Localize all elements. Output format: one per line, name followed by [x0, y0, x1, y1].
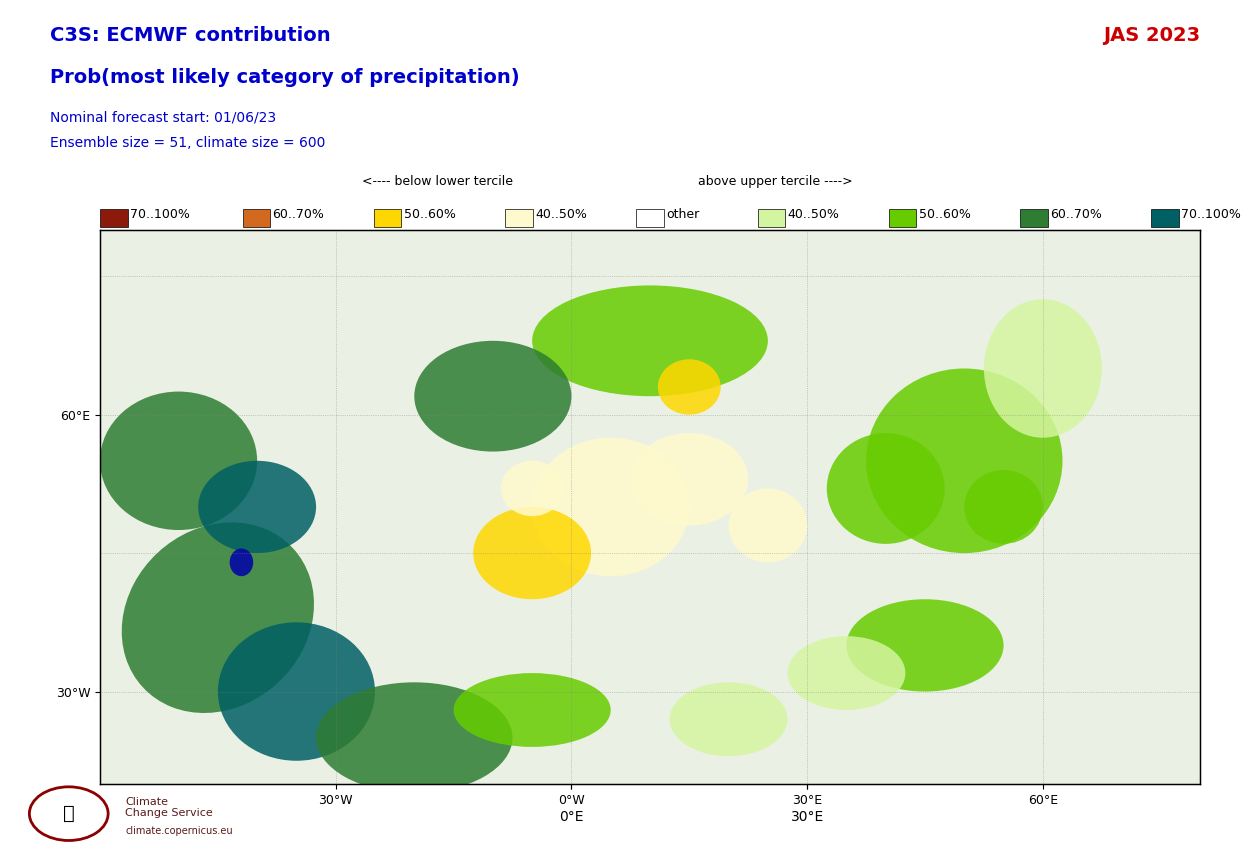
Text: 50..60%: 50..60% [404, 208, 456, 221]
Ellipse shape [846, 599, 1004, 692]
Ellipse shape [121, 522, 314, 713]
Text: 🌡: 🌡 [62, 804, 75, 823]
Ellipse shape [217, 622, 375, 761]
Text: 40..50%: 40..50% [788, 208, 840, 221]
Ellipse shape [630, 433, 749, 526]
Ellipse shape [199, 461, 316, 553]
Ellipse shape [729, 488, 808, 562]
Ellipse shape [670, 682, 788, 757]
Text: 60..70%: 60..70% [272, 208, 325, 221]
Text: 70..100%: 70..100% [130, 208, 190, 221]
Ellipse shape [454, 673, 611, 747]
Ellipse shape [100, 392, 258, 530]
Ellipse shape [658, 360, 721, 415]
Ellipse shape [826, 433, 945, 544]
Ellipse shape [532, 285, 768, 396]
Text: Climate
Change Service: Climate Change Service [125, 797, 212, 818]
Ellipse shape [501, 461, 564, 516]
Text: 60..70%: 60..70% [1050, 208, 1102, 221]
Text: above upper tercile ---->: above upper tercile ----> [698, 175, 853, 187]
Ellipse shape [984, 299, 1101, 438]
Text: <---- below lower tercile: <---- below lower tercile [362, 175, 512, 187]
Text: Prob(most likely category of precipitation): Prob(most likely category of precipitati… [50, 68, 520, 87]
Ellipse shape [788, 636, 905, 710]
Text: JAS 2023: JAS 2023 [1102, 26, 1200, 44]
Text: Ensemble size = 51, climate size = 600: Ensemble size = 51, climate size = 600 [50, 136, 325, 150]
Ellipse shape [230, 549, 254, 576]
Text: C3S: ECMWF contribution: C3S: ECMWF contribution [50, 26, 330, 44]
Ellipse shape [532, 438, 689, 576]
Ellipse shape [866, 368, 1062, 553]
Text: 40..50%: 40..50% [535, 208, 588, 221]
Ellipse shape [474, 507, 591, 599]
Text: 50..60%: 50..60% [919, 208, 971, 221]
Text: other: other [666, 208, 700, 221]
Text: Nominal forecast start: 01/06/23: Nominal forecast start: 01/06/23 [50, 111, 276, 124]
Ellipse shape [316, 682, 512, 793]
Ellipse shape [414, 341, 571, 452]
Text: 70..100%: 70..100% [1181, 208, 1241, 221]
Text: climate.copernicus.eu: climate.copernicus.eu [125, 826, 232, 837]
Ellipse shape [964, 470, 1042, 544]
Polygon shape [100, 230, 1200, 784]
